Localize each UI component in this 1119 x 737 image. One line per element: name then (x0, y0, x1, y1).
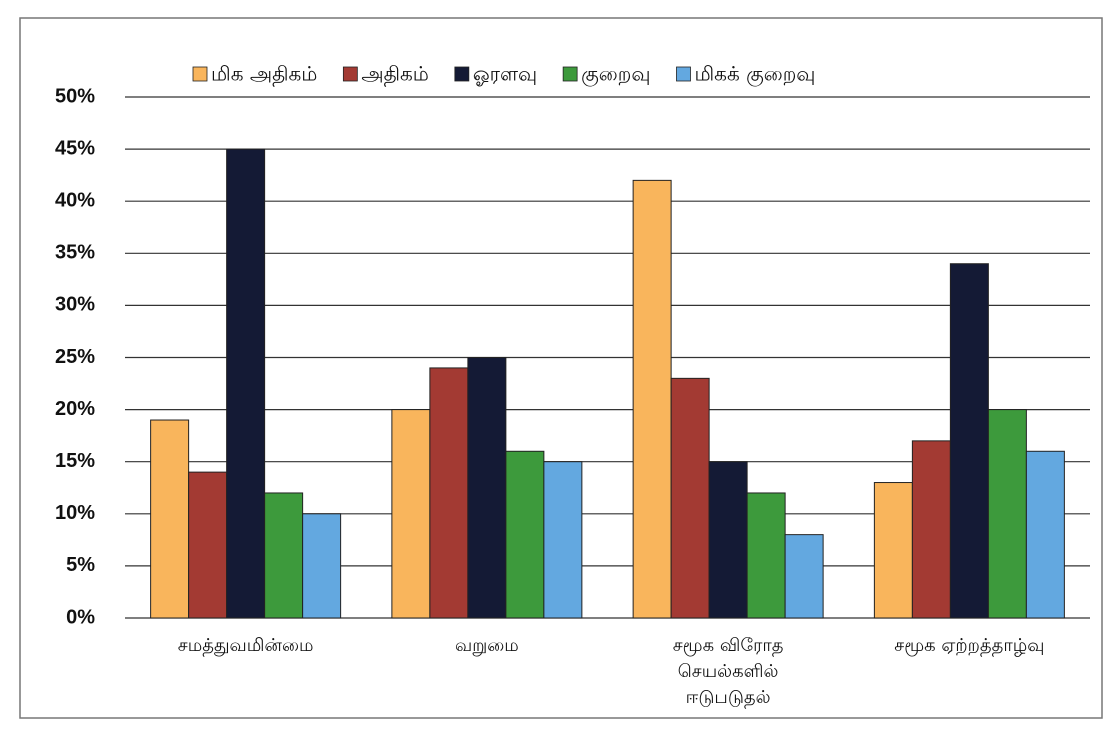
bar (226, 148, 266, 619)
x-tick-label: வறுமை (455, 635, 519, 656)
y-tick-label: 25% (55, 346, 95, 368)
x-tick-label: சமூக ஏற்றத்தாழ்வு (894, 635, 1044, 657)
bar (670, 377, 710, 619)
bar (188, 471, 228, 619)
y-tick-label: 0% (66, 606, 95, 628)
y-tick-label: 35% (55, 242, 95, 264)
bar (302, 513, 342, 619)
x-tick-line: சமூக விரோத (673, 635, 784, 657)
y-tick-label: 50% (55, 85, 95, 107)
bar (264, 492, 304, 619)
legend-label: குறைவு (581, 62, 650, 87)
legend-swatch (562, 66, 578, 82)
bar (391, 409, 431, 619)
legend-swatch (676, 66, 691, 82)
x-tick-label: சமத்துவமின்மை (178, 635, 314, 657)
y-tick-label: 40% (55, 189, 95, 211)
bar (543, 461, 583, 619)
bar (708, 461, 748, 619)
bar (505, 450, 545, 619)
bar (150, 419, 190, 619)
x-tick-line: சமூக ஏற்றத்தாழ்வு (894, 635, 1044, 657)
bar (632, 179, 672, 619)
y-tick-label: 10% (55, 502, 95, 524)
bar (746, 492, 786, 619)
bar (949, 263, 989, 619)
legend-swatch (342, 66, 358, 82)
bar (467, 357, 507, 619)
bar (784, 534, 824, 619)
y-tick-label: 20% (55, 398, 95, 420)
bar (987, 409, 1027, 619)
bar (1025, 450, 1065, 619)
legend-label: ஓரளவு (473, 62, 537, 87)
legend-swatch (454, 66, 470, 82)
legend-label: மிகக் குறைவு (694, 62, 815, 87)
x-tick-line: செயல்களில் (678, 661, 779, 682)
bar (429, 367, 469, 619)
bar (911, 440, 951, 619)
y-tick-label: 15% (55, 450, 95, 472)
y-tick-label: 45% (55, 137, 95, 159)
x-tick-line: ஈடுபடுதல் (686, 687, 771, 709)
legend-label: மிக அதிகம் (211, 62, 317, 87)
x-tick-label: சமூக விரோத செயல்களில் ஈடுபடுதல் (673, 635, 784, 709)
bar (873, 482, 913, 619)
legend-label: அதிகம் (361, 62, 429, 87)
y-tick-label: 5% (66, 554, 95, 576)
y-tick-label: 30% (55, 294, 95, 316)
legend-swatch (192, 66, 208, 82)
x-tick-line: வறுமை (455, 635, 519, 656)
x-tick-line: சமத்துவமின்மை (178, 635, 314, 657)
